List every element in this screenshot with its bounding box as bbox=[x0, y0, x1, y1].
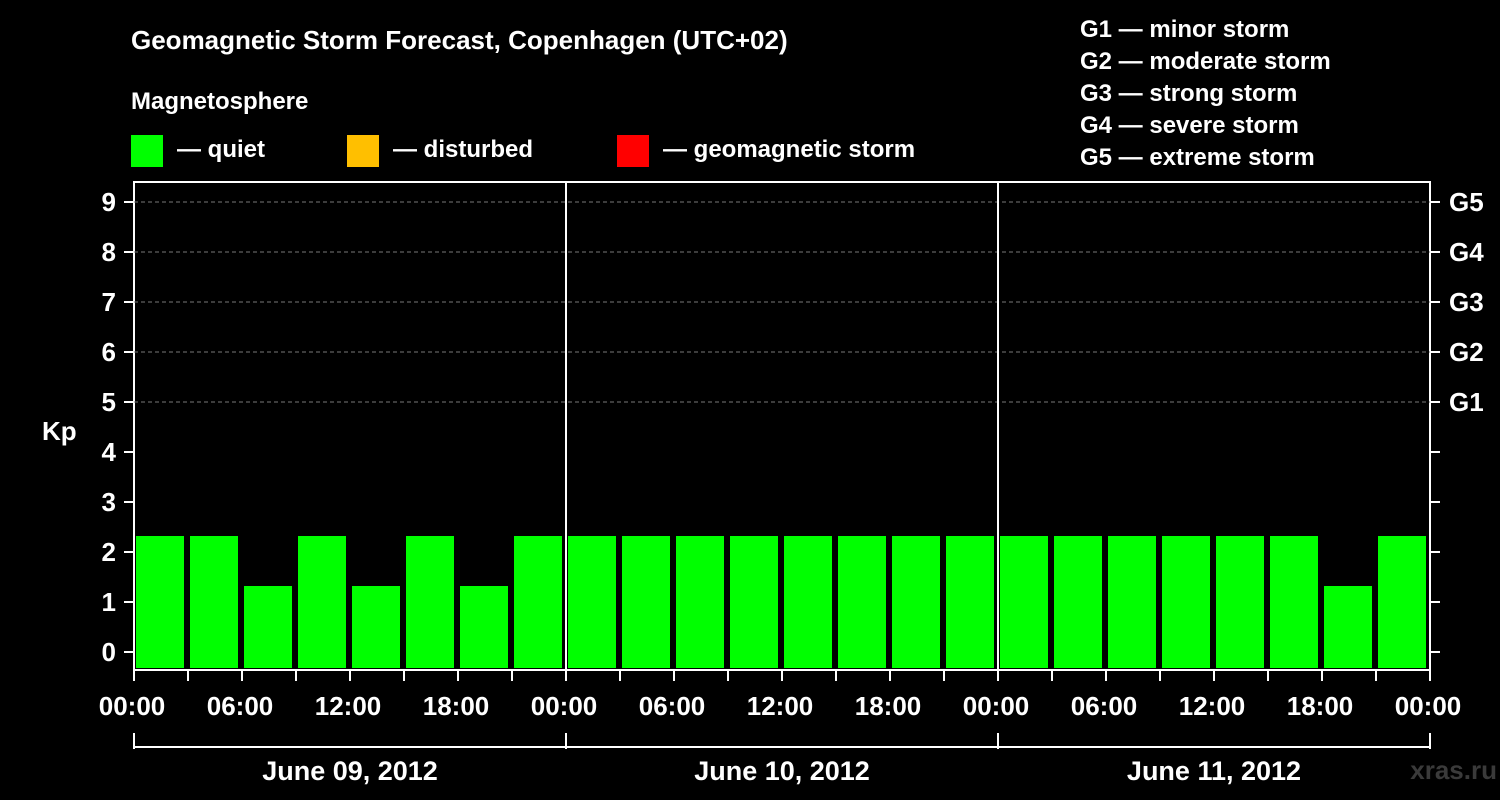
kp-bar bbox=[730, 536, 778, 668]
legend-label-storm: — geomagnetic storm bbox=[663, 136, 915, 163]
kp-bar bbox=[352, 586, 400, 668]
kp-bar bbox=[136, 536, 184, 668]
kp-bar bbox=[298, 536, 346, 668]
kp-bar bbox=[1162, 536, 1210, 668]
kp-bar bbox=[1054, 536, 1102, 668]
x-tick-label: 18:00 bbox=[1287, 691, 1354, 721]
kp-bar bbox=[622, 536, 670, 668]
y-tick-label: 5 bbox=[102, 387, 116, 417]
storm-scale-list: G1 — minor storm G2 — moderate storm G3 … bbox=[1080, 16, 1331, 171]
legend-swatch-quiet bbox=[131, 135, 163, 167]
x-tick-label: 00:00 bbox=[99, 691, 166, 721]
right-tick-label: G5 bbox=[1449, 187, 1484, 217]
legend-heading: Magnetosphere bbox=[131, 88, 308, 115]
day-separators bbox=[565, 182, 999, 670]
storm-scale-g4: G4 — severe storm bbox=[1080, 112, 1299, 139]
kp-bar bbox=[514, 536, 562, 668]
x-axis: 00:00 06:00 12:00 18:00 00:00 06:00 12:00 18:00… bbox=[99, 670, 1462, 721]
legend-swatch-storm bbox=[617, 135, 649, 167]
chart-title: Geomagnetic Storm Forecast, Copenhagen (… bbox=[131, 25, 788, 55]
kp-bar bbox=[892, 536, 940, 668]
day-label: June 10, 2012 bbox=[694, 756, 870, 786]
y-tick-label: 2 bbox=[102, 537, 116, 567]
legend-label-disturbed: — disturbed bbox=[393, 136, 533, 163]
legend-swatch-disturbed bbox=[347, 135, 379, 167]
y-tick-label: 3 bbox=[102, 487, 116, 517]
x-tick-label: 06:00 bbox=[639, 691, 706, 721]
y-axis-label: Kp bbox=[42, 416, 77, 446]
kp-bar bbox=[676, 536, 724, 668]
day-label: June 11, 2012 bbox=[1127, 756, 1301, 786]
y-tick-label: 7 bbox=[102, 287, 116, 317]
storm-scale-g5: G5 — extreme storm bbox=[1080, 144, 1315, 171]
legend-label-quiet: — quiet bbox=[177, 136, 265, 163]
kp-bar bbox=[1000, 536, 1048, 668]
y-tick-label: 0 bbox=[102, 637, 116, 667]
kp-bar bbox=[1324, 586, 1372, 668]
x-tick-label: 06:00 bbox=[207, 691, 274, 721]
kp-bar bbox=[1378, 536, 1426, 668]
bars bbox=[136, 536, 1426, 668]
y-tick-label: 1 bbox=[102, 587, 116, 617]
x-tick-label: 12:00 bbox=[315, 691, 382, 721]
right-axis: G1 G2 G3 G4 G5 bbox=[1430, 187, 1484, 653]
kp-bar bbox=[784, 536, 832, 668]
x-tick-label: 00:00 bbox=[1395, 691, 1462, 721]
storm-scale-g2: G2 — moderate storm bbox=[1080, 48, 1331, 75]
x-tick-label: 18:00 bbox=[423, 691, 490, 721]
y-tick-label: 4 bbox=[102, 437, 117, 467]
right-tick-label: G1 bbox=[1449, 387, 1484, 417]
gridlines bbox=[134, 201, 1430, 403]
watermark: xras.ru bbox=[1410, 755, 1497, 785]
x-tick-label: 12:00 bbox=[1179, 691, 1246, 721]
x-tick-label: 06:00 bbox=[1071, 691, 1138, 721]
y-axis: 0 1 2 3 4 5 6 7 8 9 bbox=[102, 187, 134, 667]
kp-bar bbox=[244, 586, 292, 668]
day-bracket: June 09, 2012 June 10, 2012 June 11, 2012 bbox=[133, 733, 1431, 786]
kp-bar bbox=[1270, 536, 1318, 668]
kp-bar bbox=[1216, 536, 1264, 668]
kp-bar bbox=[1108, 536, 1156, 668]
storm-scale-g3: G3 — strong storm bbox=[1080, 80, 1297, 107]
y-tick-label: 8 bbox=[102, 237, 116, 267]
kp-bar bbox=[946, 536, 994, 668]
x-tick-label: 12:00 bbox=[747, 691, 814, 721]
storm-scale-g1: G1 — minor storm bbox=[1080, 16, 1289, 43]
kp-bar bbox=[460, 586, 508, 668]
y-tick-label: 6 bbox=[102, 337, 116, 367]
legend: — quiet — disturbed — geomagnetic storm bbox=[131, 135, 915, 167]
y-tick-label: 9 bbox=[102, 187, 116, 217]
x-tick-label: 00:00 bbox=[531, 691, 598, 721]
kp-bar bbox=[568, 536, 616, 668]
right-tick-label: G3 bbox=[1449, 287, 1484, 317]
right-tick-label: G2 bbox=[1449, 337, 1484, 367]
x-tick-label: 00:00 bbox=[963, 691, 1030, 721]
x-tick-label: 18:00 bbox=[855, 691, 922, 721]
kp-bar bbox=[406, 536, 454, 668]
right-tick-label: G4 bbox=[1449, 237, 1484, 267]
day-label: June 09, 2012 bbox=[262, 756, 438, 786]
kp-bar bbox=[838, 536, 886, 668]
kp-bar bbox=[190, 536, 238, 668]
